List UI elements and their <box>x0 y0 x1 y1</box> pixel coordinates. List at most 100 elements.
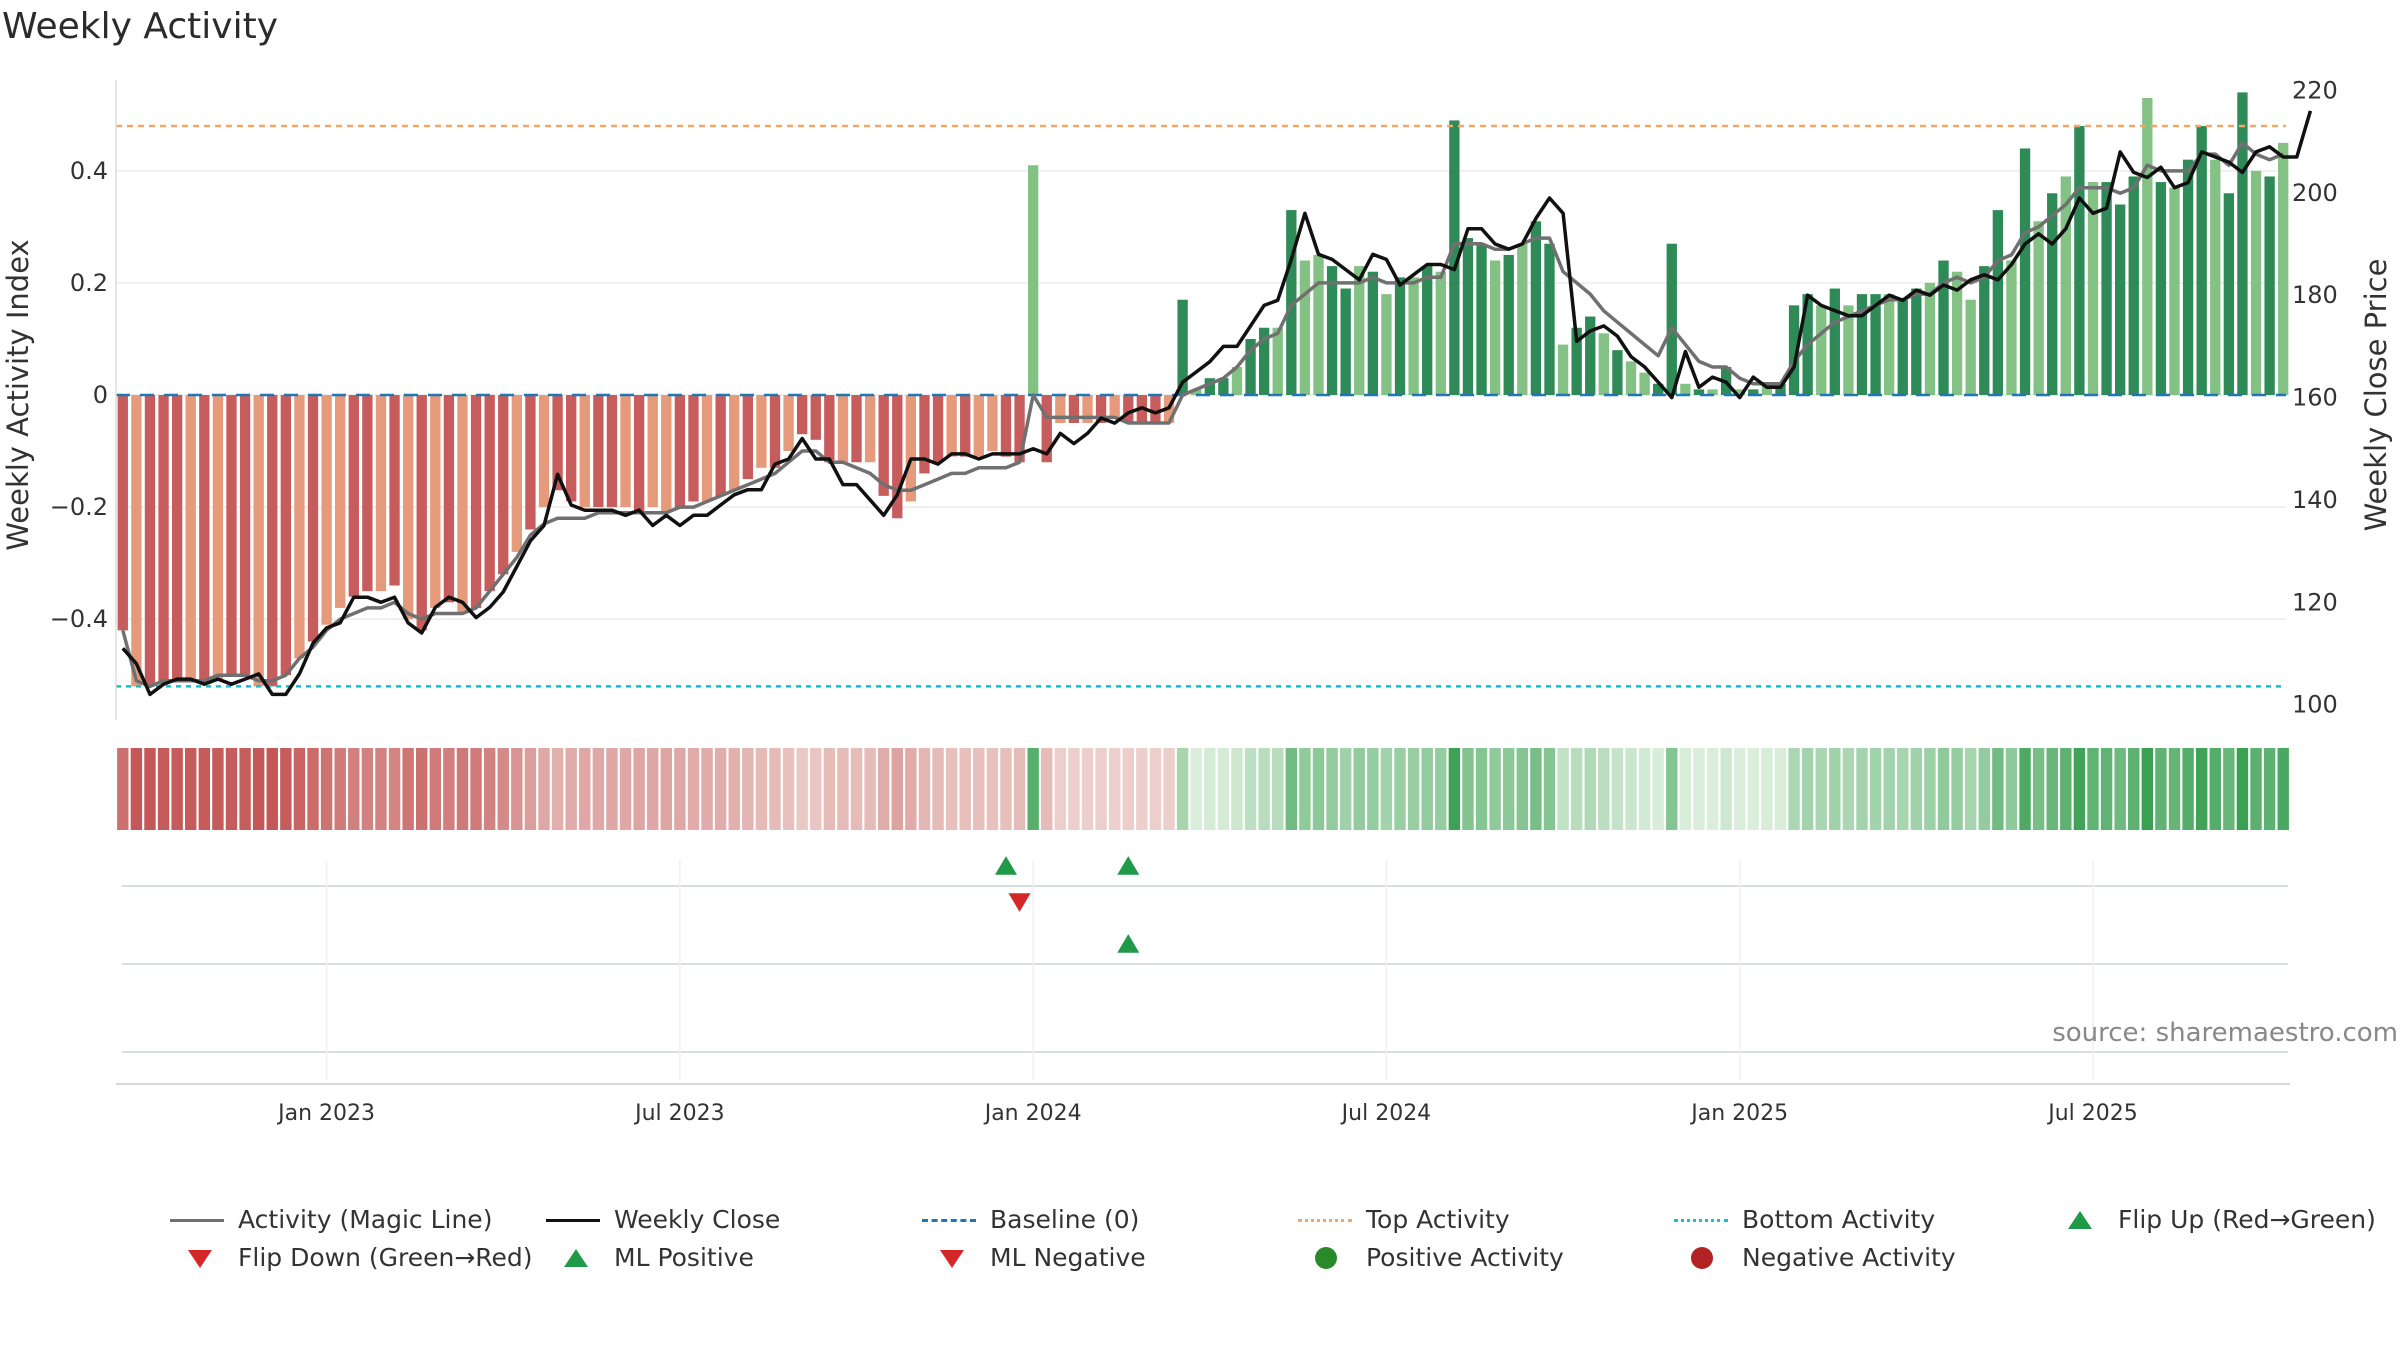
activity-bar <box>2074 126 2085 395</box>
activity-bar <box>1884 294 1895 395</box>
strip-cell <box>388 748 401 830</box>
strip-cell <box>633 748 645 830</box>
activity-bar <box>253 395 264 687</box>
strip-cell <box>1611 748 1624 830</box>
strip-cell <box>1964 748 1977 830</box>
strip-cell <box>1394 748 1406 830</box>
activity-bar <box>131 395 142 687</box>
strip-cell <box>1108 748 1121 830</box>
strip-cell <box>551 748 564 830</box>
strip-cell <box>973 748 985 830</box>
strip-cell <box>1353 748 1365 830</box>
marker-panels <box>116 856 2290 1085</box>
activity-bar <box>606 395 618 508</box>
activity-bar <box>2087 182 2099 395</box>
activity-bar <box>362 395 373 592</box>
strip-cell <box>660 748 673 830</box>
legend-dotted-line-icon <box>1670 1210 1732 1230</box>
activity-bar <box>783 395 794 452</box>
strip-cell <box>1856 748 1868 830</box>
activity-bar <box>701 395 713 502</box>
strip-cell <box>1448 748 1461 830</box>
activity-bar <box>1095 395 1107 424</box>
strip-cell <box>2114 748 2126 830</box>
activity-bar <box>987 395 998 452</box>
strip-cell <box>1027 748 1039 830</box>
activity-bar <box>1014 395 1025 463</box>
activity-bar <box>2142 98 2153 395</box>
strip-cell <box>646 748 659 830</box>
strip-cell <box>2060 748 2072 830</box>
strip-cell <box>2263 748 2276 830</box>
strip-cell <box>579 748 591 830</box>
triangle-down-icon <box>918 1248 980 1268</box>
activity-bar <box>1055 395 1066 424</box>
legend-dotted-line-icon <box>1294 1210 1356 1230</box>
strip-cell <box>565 748 577 830</box>
legend-label: ML Positive <box>614 1243 754 1272</box>
legend-label: Bottom Activity <box>1742 1205 1936 1234</box>
strip-cell <box>1693 748 1705 830</box>
activity-bar <box>185 395 196 681</box>
strip-cell <box>2032 748 2045 830</box>
activity-bar <box>1476 243 1487 395</box>
ml-positive-marker <box>1117 934 1140 953</box>
strip-cell <box>456 748 469 830</box>
strip-cell <box>2250 748 2262 830</box>
activity-bar <box>1299 260 1311 395</box>
legend-label: Negative Activity <box>1742 1243 1956 1272</box>
strip-cell <box>986 748 999 830</box>
strip-cell <box>905 748 917 830</box>
legend: Activity (Magic Line) Weekly Close Basel… <box>0 1205 2400 1295</box>
strip-cell <box>252 748 265 830</box>
x-tick-label: Jan 2023 <box>276 1101 375 1126</box>
activity-bar <box>1449 120 1460 396</box>
strip-cell <box>2100 748 2113 830</box>
strip-cell <box>1747 748 1760 830</box>
strip-cell <box>361 748 374 830</box>
activity-bar <box>1503 254 1514 395</box>
strip-cell <box>402 748 414 830</box>
activity-bar <box>769 395 781 468</box>
strip-cell <box>1095 748 1107 830</box>
strip-cell <box>470 748 482 830</box>
activity-bar <box>1707 389 1718 395</box>
strip-cell <box>1299 748 1311 830</box>
strip-cell <box>742 748 754 830</box>
activity-bar <box>851 395 862 463</box>
strip-cell <box>538 748 550 830</box>
strip-cell <box>1652 748 1664 830</box>
activity-bar <box>1218 378 1229 395</box>
strip-cell <box>1054 748 1067 830</box>
activity-bar <box>1761 383 1773 395</box>
strip-cell <box>1910 748 1923 830</box>
strip-cell <box>810 748 822 830</box>
strip-cell <box>864 748 876 830</box>
activity-bar <box>267 395 278 687</box>
strip-cell <box>307 748 319 830</box>
legend-item-flip-up: Flip Up (Red→Green) <box>2046 1205 2376 1234</box>
activity-bar <box>2223 193 2235 395</box>
activity-bar <box>538 395 550 508</box>
activity-bar <box>1843 305 1854 395</box>
strip-cell <box>334 748 346 830</box>
strip-cell <box>280 748 292 830</box>
activity-bar <box>1000 395 1012 457</box>
activity-bar <box>1598 333 1609 395</box>
strip-cell <box>2128 748 2140 830</box>
activity-bar <box>878 395 889 496</box>
strip-cell <box>1244 748 1257 830</box>
strip-cell <box>1068 748 1080 830</box>
activity-bar <box>810 395 821 440</box>
activity-bar <box>756 395 767 468</box>
strip-cell <box>1897 748 1909 830</box>
y-tick-label: 0.4 <box>70 157 108 185</box>
activity-bar <box>661 395 672 513</box>
activity-bar <box>144 395 156 687</box>
activity-bar <box>1816 305 1827 395</box>
activity-bar <box>402 395 414 620</box>
activity-bar <box>1788 305 1800 395</box>
activity-bar <box>647 395 658 508</box>
activity-bar <box>1150 395 1161 424</box>
activity-bar <box>348 395 359 597</box>
